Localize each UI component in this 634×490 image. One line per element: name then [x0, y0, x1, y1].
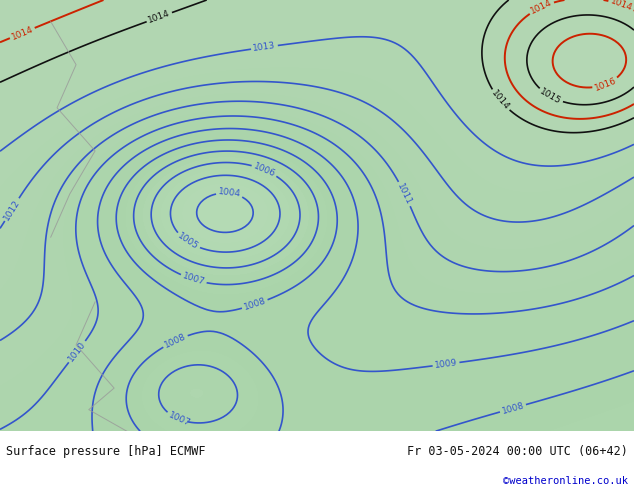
Text: 1008: 1008 [243, 296, 267, 312]
Text: 1010: 1010 [67, 340, 87, 364]
Text: 1014: 1014 [609, 0, 633, 13]
Text: 1004: 1004 [217, 188, 242, 199]
Text: 1011: 1011 [396, 182, 413, 206]
Text: 1007: 1007 [167, 411, 191, 428]
Text: 1009: 1009 [434, 358, 458, 370]
Text: 1014: 1014 [529, 0, 553, 16]
Text: 1005: 1005 [176, 231, 200, 252]
Text: 1012: 1012 [2, 197, 22, 221]
Text: 1015: 1015 [538, 87, 563, 106]
Text: 1014: 1014 [10, 24, 35, 42]
Text: 1006: 1006 [252, 161, 277, 179]
Text: 1007: 1007 [181, 271, 206, 287]
Text: 1016: 1016 [593, 76, 618, 93]
Text: 1013: 1013 [252, 41, 276, 53]
Text: Surface pressure [hPa] ECMWF: Surface pressure [hPa] ECMWF [6, 445, 206, 458]
Text: Fr 03-05-2024 00:00 UTC (06+42): Fr 03-05-2024 00:00 UTC (06+42) [407, 445, 628, 458]
Text: ©weatheronline.co.uk: ©weatheronline.co.uk [503, 476, 628, 486]
Text: 1008: 1008 [163, 332, 188, 350]
Text: 1008: 1008 [501, 401, 525, 416]
Text: 1014: 1014 [147, 9, 172, 25]
Text: 1014: 1014 [489, 89, 511, 112]
